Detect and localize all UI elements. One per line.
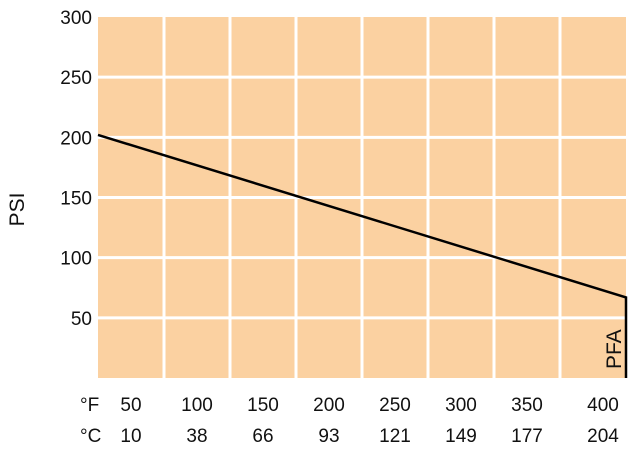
x-tick-label-fahrenheit: 300 (445, 395, 477, 416)
x-tick-label-fahrenheit: 250 (379, 395, 411, 416)
series-label-pfa: PFA (603, 329, 626, 369)
x-tick-label-celsius: 149 (445, 426, 477, 447)
x-tick-label-fahrenheit: 200 (313, 395, 345, 416)
x-tick-label-celsius: 177 (511, 426, 543, 447)
y-tick-label: 150 (60, 189, 92, 210)
x-tick-label-celsius: 121 (379, 426, 411, 447)
grid (98, 17, 626, 378)
x-tick-label-fahrenheit: 150 (247, 395, 279, 416)
x-unit-fahrenheit-label: °F (80, 395, 99, 416)
y-tick-label: 100 (60, 249, 92, 270)
y-axis-ticks: 50 100 150 200 250 300 (60, 8, 92, 330)
x-tick-label-celsius: 38 (186, 426, 207, 447)
x-unit-celsius-label: °C (80, 426, 101, 447)
x-tick-label-fahrenheit: 100 (181, 395, 213, 416)
y-tick-label: 250 (60, 68, 92, 89)
x-tick-label-celsius: 93 (318, 426, 339, 447)
x-tick-label-fahrenheit: 400 (587, 395, 619, 416)
x-tick-label-fahrenheit: 350 (511, 395, 543, 416)
x-tick-label-fahrenheit: 50 (120, 395, 141, 416)
y-tick-label: 50 (71, 309, 92, 330)
y-tick-label: 300 (60, 8, 92, 29)
y-tick-label: 200 (60, 128, 92, 149)
x-tick-label-celsius: 66 (252, 426, 273, 447)
y-axis-title: PSI (6, 193, 29, 227)
x-tick-label-celsius: 10 (120, 426, 141, 447)
series-line-0 (97, 133, 628, 378)
x-tick-label-celsius: 204 (587, 426, 619, 447)
x-axis-ticks: 50 10 100 38 150 66 200 93 250 121 300 149 350 177 400… (120, 395, 619, 447)
series-layer (97, 133, 628, 378)
